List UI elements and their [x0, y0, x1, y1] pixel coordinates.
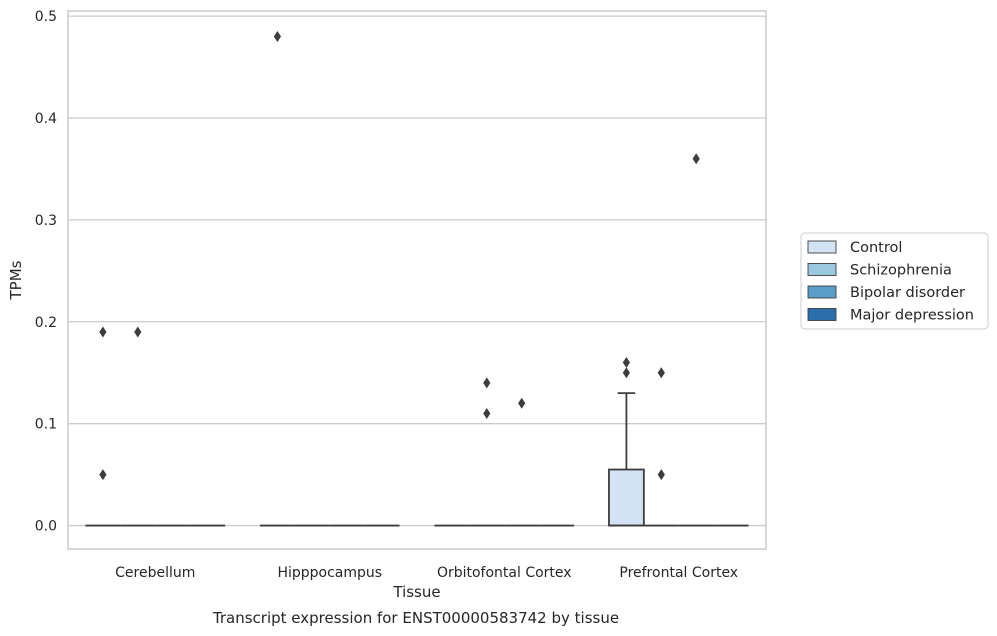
y-axis-ticks: 0.0 0.1 0.2 0.3 0.4 0.5 [35, 9, 57, 534]
x-tick-label: Orbitofontal Cortex [437, 565, 572, 581]
outlier-point [273, 30, 281, 42]
x-tick-label: Hipppocampus [277, 565, 382, 581]
legend: Control Schizophrenia Bipolar disorder Majo… [800, 232, 989, 330]
legend-frame [800, 232, 989, 330]
outlier-point [518, 397, 526, 409]
outlier-point [622, 367, 630, 379]
x-axis-ticks: Cerebellum Hipppocampus Orbitofontal Corte… [115, 565, 738, 581]
y-tick-label: 0.3 [35, 213, 57, 229]
legend-swatch [807, 240, 837, 254]
box-body [608, 468, 645, 527]
outlier-point [692, 153, 700, 165]
box-control [608, 392, 645, 527]
legend-swatch [807, 308, 837, 321]
outlier-point [657, 367, 665, 379]
legend-label: Major depression [850, 308, 974, 324]
plot-area-frame [67, 10, 767, 550]
y-tick-label: 0.4 [35, 111, 57, 127]
gridlines [68, 15, 766, 527]
x-tick-label: Cerebellum [115, 565, 195, 581]
box-series-layer [85, 392, 749, 527]
legend-label: Control [850, 240, 902, 256]
outlier-point [99, 469, 107, 481]
y-tick-label: 0.2 [35, 315, 57, 331]
outlier-point [99, 326, 107, 338]
y-axis-title: TPMs [7, 260, 25, 300]
y-tick-label: 0.5 [35, 9, 57, 25]
chart-title: Transcript expression for ENST0000058374… [212, 609, 619, 627]
x-tick-label: Prefrontal Cortex [619, 565, 738, 581]
y-tick-label: 0.0 [35, 519, 57, 535]
legend-swatch [807, 285, 837, 299]
legend-label: Bipolar disorder [850, 285, 965, 301]
legend-swatch [807, 263, 837, 276]
x-axis-title: Tissue [392, 583, 440, 601]
outlier-point [657, 469, 665, 481]
outlier-point [622, 357, 630, 369]
outlier-point [134, 326, 142, 338]
outlier-point [483, 377, 491, 389]
outlier-layer [99, 30, 700, 481]
legend-label: Schizophrenia [850, 263, 952, 279]
outlier-point [483, 407, 491, 419]
y-tick-label: 0.1 [35, 417, 57, 433]
